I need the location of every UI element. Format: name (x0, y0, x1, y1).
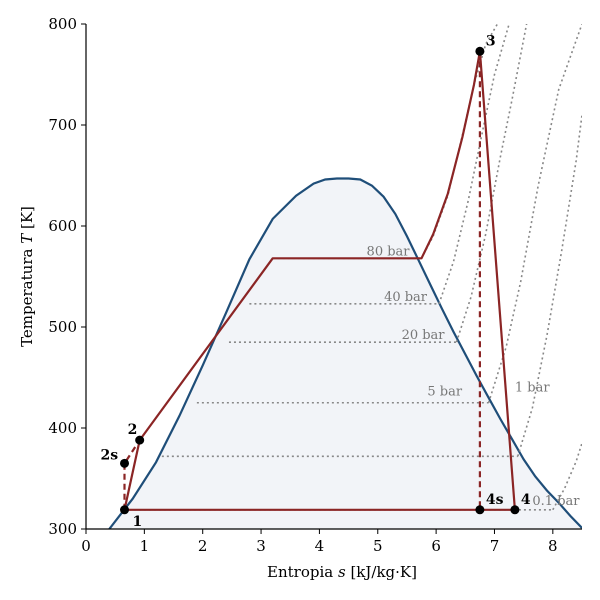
x-tick-label: 1 (140, 537, 150, 555)
y-tick-label: 600 (48, 217, 77, 235)
y-tick-label: 700 (48, 116, 77, 134)
isobar-label: 0.1 bar (532, 494, 580, 509)
superheat-isobar-4 (517, 114, 582, 457)
x-tick-label: 7 (490, 537, 500, 555)
x-tick-label: 3 (256, 537, 266, 555)
isobar-label: 80 bar (367, 244, 411, 259)
state-point-4s (475, 505, 485, 515)
state-point-label-4: 4 (521, 492, 531, 508)
x-tick-label: 4 (315, 537, 325, 555)
state-point-label-1: 1 (133, 514, 143, 530)
x-tick-label: 5 (373, 537, 383, 555)
y-tick-label: 400 (48, 419, 77, 437)
x-tick-label: 2 (198, 537, 208, 555)
x-axis-label: Entropia s [kJ/kg·K] (267, 563, 417, 581)
state-point-4 (510, 505, 520, 515)
x-tick-label: 8 (548, 537, 558, 555)
y-axis-label: Temperatura T [K] (18, 206, 36, 347)
axes-layer (81, 23, 582, 534)
state-point-label-2s: 2s (101, 447, 119, 463)
y-tick-label: 500 (48, 318, 77, 336)
superheat-isobar-2 (455, 24, 528, 343)
saturation-dome-layer (108, 177, 582, 529)
state-point-3 (475, 46, 485, 56)
state-point-label-4s: 4s (486, 492, 504, 508)
state-point-label-2: 2 (128, 422, 138, 438)
state-points-layer (120, 46, 520, 515)
y-tick-label: 800 (48, 15, 77, 33)
saturation-dome-fill (109, 178, 582, 529)
state-point-1 (120, 505, 130, 515)
labels-layer: 80 bar 40 bar 20 bar 5 bar 1 bar 0.1 bar 1 2s 2 3… (18, 15, 580, 581)
x-tick-label: 6 (431, 537, 441, 555)
superheat-isobar-1 (438, 24, 510, 305)
x-tick-label: 0 (81, 537, 91, 555)
state-point-label-3: 3 (486, 33, 496, 49)
saturation-dome-curve (108, 177, 582, 529)
isobar-label: 1 bar (515, 381, 550, 396)
cycle-path (123, 50, 517, 511)
cycle-layer (123, 50, 517, 511)
state-point-2 (135, 435, 145, 445)
y-tick-label: 300 (48, 520, 77, 538)
isobar-label: 5 bar (427, 385, 462, 400)
state-point-2s (120, 458, 130, 468)
isobar-label: 20 bar (402, 328, 446, 343)
isobar-label: 40 bar (384, 290, 428, 305)
isentropic-pump-line (123, 439, 141, 510)
